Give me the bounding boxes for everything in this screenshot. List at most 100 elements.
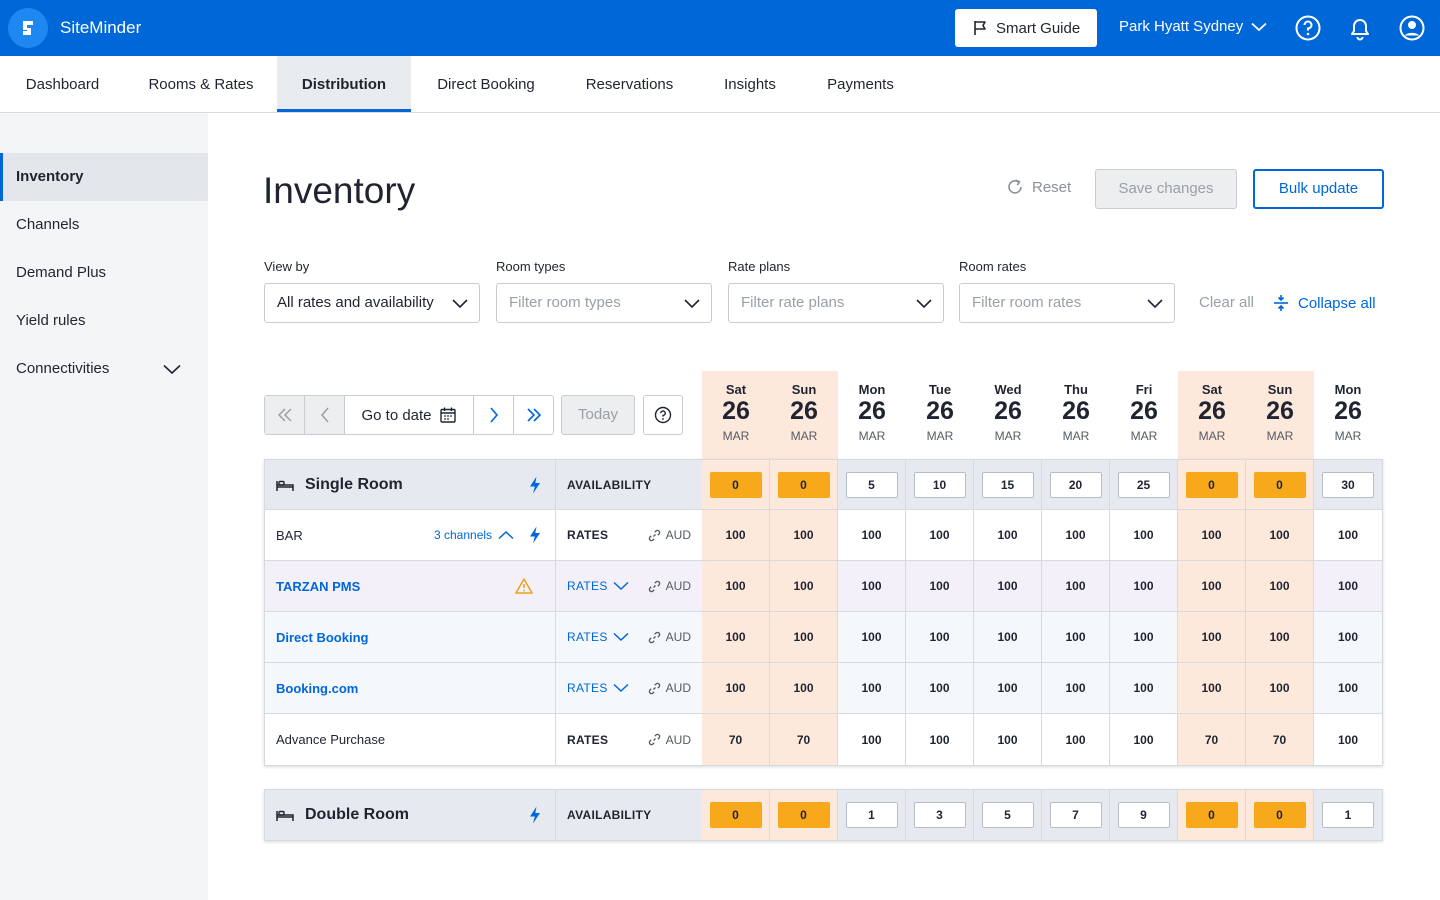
room-types-select[interactable]: Filter room types xyxy=(496,283,712,323)
property-selector[interactable]: Park Hyatt Sydney xyxy=(1119,18,1267,35)
rate-cell[interactable]: 70 xyxy=(1246,714,1314,765)
rate-cell[interactable]: 100 xyxy=(1337,528,1359,542)
availability-input[interactable]: 0 xyxy=(1185,471,1238,498)
rate-cell[interactable]: 70 xyxy=(770,714,838,765)
tab-distribution[interactable]: Distribution xyxy=(277,56,411,112)
rate-plans-select[interactable]: Filter rate plans xyxy=(728,283,944,323)
clear-all-button[interactable]: Clear all xyxy=(1199,294,1255,311)
availability-input[interactable]: 0 xyxy=(709,471,762,498)
sidebar-item-yield-rules[interactable]: Yield rules xyxy=(16,312,86,329)
rates-toggle[interactable]: RATES xyxy=(567,612,629,662)
availability-input[interactable]: 0 xyxy=(777,802,830,828)
rate-cell[interactable]: 100 xyxy=(838,663,906,713)
availability-input[interactable]: 7 xyxy=(1049,802,1102,828)
room-title[interactable]: Single Room xyxy=(276,460,403,509)
room-title[interactable]: Double Room xyxy=(276,790,409,840)
currency-link[interactable]: AUD xyxy=(648,663,691,713)
rate-cell[interactable]: 100 xyxy=(1178,510,1246,560)
help-icon[interactable] xyxy=(1294,14,1322,42)
rate-cell[interactable]: 100 xyxy=(906,561,974,611)
rate-cell[interactable]: 100 xyxy=(1110,561,1178,611)
rates-toggle[interactable]: RATES xyxy=(567,663,629,713)
rate-cell[interactable]: 100 xyxy=(1246,612,1314,662)
today-button[interactable]: Today xyxy=(561,395,635,435)
grid-help-button[interactable] xyxy=(643,395,683,435)
availability-input[interactable]: 0 xyxy=(777,471,830,498)
availability-input[interactable]: 10 xyxy=(913,471,966,498)
rate-cell[interactable]: 100 xyxy=(974,612,1042,662)
currency-link[interactable]: AUD xyxy=(648,612,691,662)
availability-input[interactable]: 20 xyxy=(1049,471,1102,498)
next-button[interactable] xyxy=(474,396,514,434)
tab-dashboard[interactable]: Dashboard xyxy=(25,76,100,93)
rate-cell[interactable]: 100 xyxy=(702,663,770,713)
currency-link[interactable]: AUD xyxy=(648,714,691,765)
rate-cell[interactable]: 100 xyxy=(1042,612,1110,662)
user-icon[interactable] xyxy=(1398,14,1426,42)
rate-cell[interactable]: 100 xyxy=(838,561,906,611)
sidebar-item-connectivities[interactable]: Connectivities xyxy=(0,345,208,393)
channels-toggle[interactable]: 3 channels xyxy=(434,510,514,560)
bell-icon[interactable] xyxy=(1346,14,1374,42)
currency-link[interactable]: AUD xyxy=(648,561,691,611)
availability-input[interactable]: 15 xyxy=(981,471,1034,498)
rate-plan-name[interactable]: TARZAN PMS xyxy=(276,578,361,594)
rate-cell[interactable]: 100 xyxy=(838,714,906,765)
rates-toggle[interactable]: RATES xyxy=(567,561,629,611)
tab-payments[interactable]: Payments xyxy=(827,76,894,93)
rate-cell[interactable]: 100 xyxy=(702,612,770,662)
rate-cell[interactable]: 100 xyxy=(702,510,770,560)
rate-plan-name[interactable]: Direct Booking xyxy=(276,629,369,645)
availability-input[interactable]: 9 xyxy=(1117,802,1170,828)
rate-cell[interactable]: 100 xyxy=(906,663,974,713)
availability-input[interactable]: 1 xyxy=(845,802,898,828)
view-by-select[interactable]: All rates and availability xyxy=(264,283,480,323)
rate-cell[interactable]: 100 xyxy=(1178,612,1246,662)
rate-cell[interactable]: 100 xyxy=(974,714,1042,765)
tab-reservations[interactable]: Reservations xyxy=(585,76,674,93)
smart-guide-button[interactable]: Smart Guide xyxy=(955,9,1097,47)
rate-cell[interactable]: 100 xyxy=(974,663,1042,713)
go-to-date-button[interactable]: Go to date xyxy=(345,396,474,434)
rate-cell[interactable]: 70 xyxy=(702,714,770,765)
rate-cell[interactable]: 100 xyxy=(1337,630,1359,644)
sidebar-item-demand-plus[interactable]: Demand Plus xyxy=(16,264,107,281)
rate-cell[interactable]: 100 xyxy=(770,510,838,560)
siteminder-logo[interactable] xyxy=(8,8,48,48)
availability-input[interactable]: 5 xyxy=(981,802,1034,828)
sidebar-item-inventory[interactable]: Inventory xyxy=(0,153,208,201)
availability-input[interactable]: 3 xyxy=(913,802,966,828)
availability-input[interactable]: 0 xyxy=(1253,471,1306,498)
last-page-button[interactable] xyxy=(514,396,553,434)
currency-link[interactable]: AUD xyxy=(648,510,691,560)
rate-cell[interactable]: 100 xyxy=(1042,561,1110,611)
rate-cell[interactable]: 100 xyxy=(838,510,906,560)
rate-cell[interactable]: 100 xyxy=(1337,732,1359,747)
room-rates-select[interactable]: Filter room rates xyxy=(959,283,1175,323)
sidebar-item-channels[interactable]: Channels xyxy=(16,216,80,233)
rate-plan-name[interactable]: Booking.com xyxy=(276,680,359,696)
availability-input[interactable]: 0 xyxy=(1185,802,1238,828)
rate-cell[interactable]: 100 xyxy=(1178,663,1246,713)
rate-cell[interactable]: 100 xyxy=(1042,714,1110,765)
warning-icon[interactable] xyxy=(515,578,533,594)
rate-cell[interactable]: 100 xyxy=(1337,681,1359,695)
availability-input[interactable]: 5 xyxy=(845,471,898,498)
availability-input[interactable]: 25 xyxy=(1117,471,1170,498)
rate-cell[interactable]: 100 xyxy=(974,510,1042,560)
availability-input[interactable]: 30 xyxy=(1322,471,1374,498)
rate-cell[interactable]: 100 xyxy=(770,612,838,662)
rate-cell[interactable]: 100 xyxy=(1178,561,1246,611)
rate-cell[interactable]: 100 xyxy=(1246,663,1314,713)
rate-cell[interactable]: 100 xyxy=(1110,510,1178,560)
bulk-update-button[interactable]: Bulk update xyxy=(1253,169,1384,209)
rate-cell[interactable]: 100 xyxy=(770,561,838,611)
tab-insights[interactable]: Insights xyxy=(724,76,776,93)
collapse-all-button[interactable]: Collapse all xyxy=(1272,294,1376,312)
rate-cell[interactable]: 100 xyxy=(906,510,974,560)
rate-cell[interactable]: 100 xyxy=(906,612,974,662)
rate-cell[interactable]: 100 xyxy=(1042,663,1110,713)
availability-input[interactable]: 0 xyxy=(709,802,762,828)
rate-cell[interactable]: 100 xyxy=(1110,663,1178,713)
rate-cell[interactable]: 100 xyxy=(838,612,906,662)
